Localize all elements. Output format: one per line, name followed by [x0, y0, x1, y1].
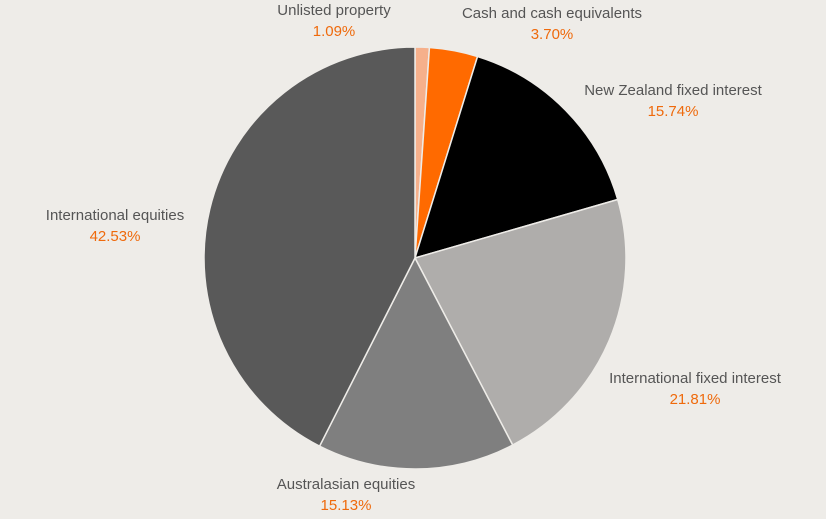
pie-slice-international-fixed-interest: [414, 198, 627, 446]
pie-slices: [203, 46, 627, 470]
label-international-fixed-interest-value: 21.81%: [669, 391, 721, 408]
label-international-equities-value: 42.53%: [89, 228, 141, 245]
label-cash: Cash and cash equivalents 3.70%: [462, 3, 642, 45]
label-cash-value: 3.70%: [530, 26, 574, 43]
pie-slice-australasian-equities: [318, 257, 514, 470]
label-australasian-equities: Australasian equities 15.13%: [277, 474, 415, 516]
pie-slice-international-equities: [203, 46, 416, 447]
label-unlisted-property-name: Unlisted property: [277, 2, 391, 19]
label-international-equities: International equities 42.53%: [46, 205, 184, 247]
label-cash-name: Cash and cash equivalents: [461, 5, 643, 22]
label-international-fixed-interest: International fixed interest 21.81%: [609, 368, 781, 410]
label-nz-fixed-interest: New Zealand fixed interest 15.74%: [584, 80, 762, 122]
label-unlisted-property-value: 1.09%: [312, 23, 356, 40]
label-nz-fixed-interest-value: 15.74%: [647, 103, 699, 120]
label-international-fixed-interest-name: International fixed interest: [609, 370, 781, 387]
label-nz-fixed-interest-name: New Zealand fixed interest: [584, 82, 762, 99]
label-australasian-equities-value: 15.13%: [320, 497, 372, 514]
label-australasian-equities-name: Australasian equities: [276, 476, 416, 493]
label-international-equities-name: International equities: [45, 207, 185, 224]
label-unlisted-property: Unlisted property 1.09%: [277, 0, 390, 42]
pie-slice-new-zealand-fixed-interest: [414, 55, 619, 259]
